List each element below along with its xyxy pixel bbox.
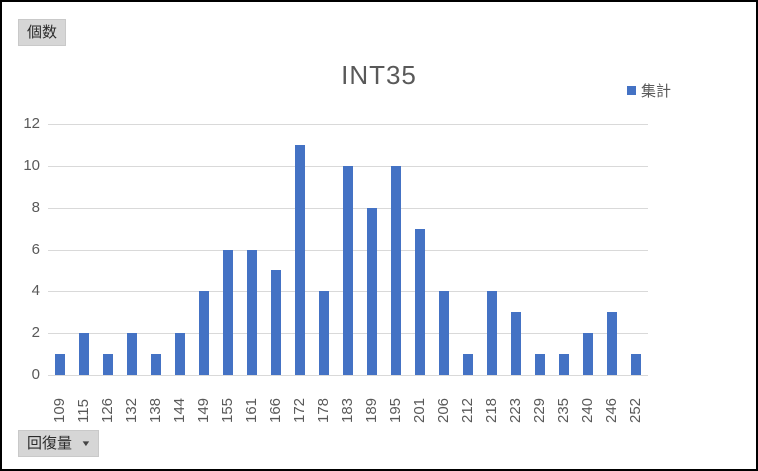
bar: [175, 333, 185, 375]
bar: [487, 291, 497, 375]
y-axis-tick-label: 4: [31, 282, 40, 300]
bar: [223, 249, 233, 375]
bar: [127, 333, 137, 375]
y-axis-tick-label: 0: [31, 366, 40, 383]
gridline: [48, 375, 648, 376]
bar: [583, 333, 593, 375]
x-axis-tick-label: 183: [339, 397, 356, 423]
x-axis-tick-label: 155: [219, 397, 236, 423]
x-axis-tick-label: 240: [579, 397, 596, 423]
x-axis-tick-label: 229: [531, 397, 548, 423]
value-field-label: 個数: [27, 24, 58, 41]
x-axis-tick-label: 132: [123, 397, 140, 423]
x-axis-tick-label: 144: [171, 397, 188, 423]
bar: [391, 165, 401, 375]
bar: [319, 291, 329, 375]
x-axis-tick-label: 246: [603, 397, 620, 423]
bar: [439, 291, 449, 375]
bar: [607, 312, 617, 375]
x-axis-tick-label: 109: [51, 397, 68, 423]
bar: [295, 144, 305, 375]
bar: [463, 354, 473, 375]
x-axis-tick-label: 189: [363, 397, 380, 423]
legend-swatch-icon: [627, 86, 636, 95]
legend-label: 集計: [641, 83, 672, 100]
gridline: [48, 124, 648, 125]
x-axis-tick-label: 178: [315, 397, 332, 423]
bar: [247, 249, 257, 375]
x-axis-tick-label: 201: [411, 397, 428, 423]
legend: 集計: [627, 80, 671, 101]
bar: [511, 312, 521, 375]
axis-field-button[interactable]: 回復量 ▼: [18, 430, 99, 457]
bar: [343, 165, 353, 375]
x-axis-tick-label: 235: [555, 397, 572, 423]
x-axis-tick-label: 126: [99, 397, 116, 423]
x-axis-tick-label: 206: [435, 397, 452, 423]
x-axis-tick-label: 195: [387, 397, 404, 423]
x-axis-tick-label: 115: [75, 399, 92, 423]
x-axis-tick-label: 223: [507, 397, 524, 423]
x-axis-tick-label: 218: [483, 397, 500, 423]
dropdown-arrow-icon: ▼: [80, 438, 92, 448]
bar: [199, 291, 209, 375]
x-axis-tick-label: 138: [147, 397, 164, 423]
x-axis-tick-label: 172: [291, 397, 308, 423]
bar: [559, 354, 569, 375]
bar: [79, 333, 89, 375]
y-axis-tick-label: 8: [31, 198, 40, 216]
chart-title: INT35: [341, 60, 417, 90]
bar: [55, 354, 65, 375]
x-axis-tick-label: 212: [459, 397, 476, 423]
y-axis-tick-label: 2: [31, 324, 40, 342]
x-axis-tick-label: 161: [243, 397, 260, 423]
x-axis-tick-label: 149: [195, 397, 212, 423]
y-axis-tick-label: 6: [31, 240, 40, 258]
bar: [103, 354, 113, 375]
bar: [631, 354, 641, 375]
bar: [415, 228, 425, 375]
y-axis-tick-label: 12: [23, 115, 40, 132]
bar: [535, 354, 545, 375]
bar: [151, 354, 161, 375]
bar: [271, 270, 281, 375]
x-axis-tick-label: 166: [267, 397, 284, 423]
axis-field-label: 回復量: [27, 435, 73, 452]
y-axis-tick-label: 10: [23, 156, 40, 174]
value-field-button[interactable]: 個数: [18, 19, 67, 46]
bar: [367, 207, 377, 375]
x-axis-tick-label: 252: [627, 397, 644, 423]
